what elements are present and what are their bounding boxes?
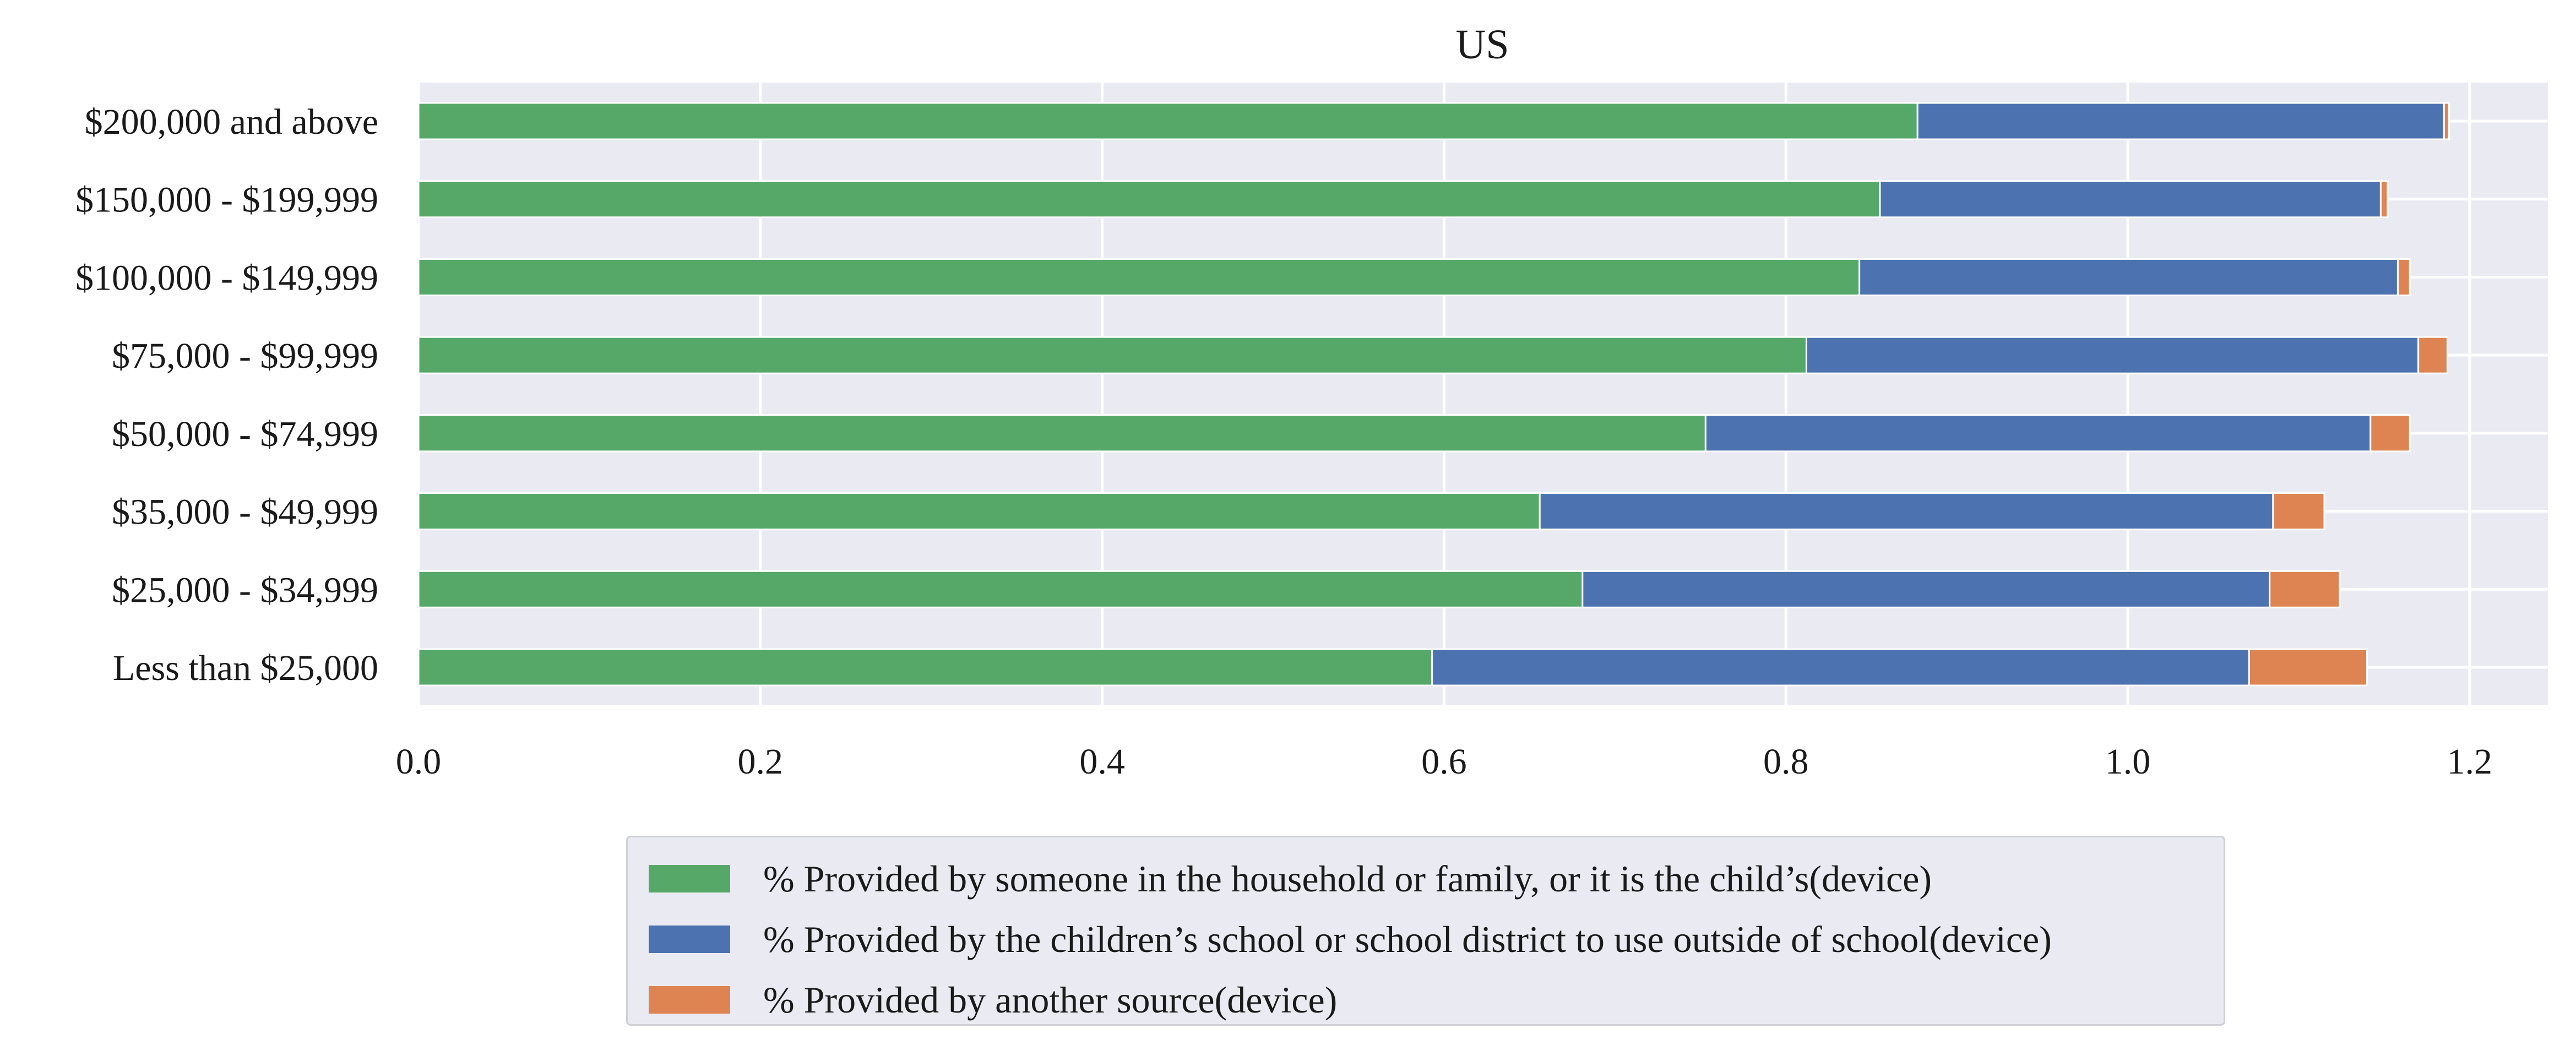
- bar-segment-series-1: [1858, 258, 2399, 296]
- bar-segment-series-2: [2248, 648, 2368, 687]
- x-tick-label: 0.0: [396, 742, 442, 782]
- bar-segment-series-0: [417, 336, 1807, 374]
- bar-segment-series-2: [2417, 336, 2448, 374]
- x-tick-label: 1.0: [2105, 742, 2151, 782]
- bar-segment-series-1: [1805, 336, 2420, 374]
- bar-segment-series-0: [417, 648, 1433, 687]
- bars: [417, 102, 2450, 687]
- bar-segment-series-1: [1582, 570, 2271, 608]
- bar-segment-series-0: [417, 414, 1707, 453]
- x-tick-labels: 0.0 0.2 0.4 0.6 0.8 1.0 1.2: [396, 742, 2492, 782]
- bar-segment-series-1: [1879, 180, 2382, 219]
- legend-swatch-household: [649, 865, 730, 892]
- x-tick-label: 1.2: [2447, 742, 2493, 782]
- y-tick-label: $25,000 - $34,999: [112, 570, 378, 610]
- legend-item-household: % Provided by someone in the household o…: [649, 848, 2224, 909]
- bar-segment-series-2: [2396, 258, 2411, 296]
- bar-segment-series-0: [417, 180, 1881, 219]
- bar-segment-series-0: [417, 102, 1919, 140]
- legend-item-school: % Provided by the children’s school or s…: [649, 909, 2224, 970]
- bar-segment-series-2: [2269, 570, 2341, 608]
- y-tick-label: $100,000 - $149,999: [75, 258, 378, 298]
- bar-segment-series-2: [2379, 180, 2389, 219]
- plot-background: [417, 83, 2548, 705]
- x-tick-label: 0.6: [1421, 742, 1467, 782]
- bar-segment-series-0: [417, 570, 1584, 608]
- bar-segment-series-1: [1431, 648, 2250, 687]
- legend-swatch-school: [649, 926, 730, 953]
- y-tick-label: $150,000 - $199,999: [75, 180, 378, 220]
- legend-label-other: % Provided by another source(device): [763, 978, 1338, 1021]
- legend-item-other: % Provided by another source(device): [649, 970, 2224, 1030]
- bar-segment-series-1: [1539, 492, 2274, 531]
- y-tick-labels: $200,000 and above $150,000 - $199,999 $10…: [75, 102, 378, 688]
- bar-segment-series-0: [417, 258, 1861, 296]
- x-tick-label: 0.4: [1079, 742, 1125, 782]
- x-tick-label: 0.2: [738, 742, 784, 782]
- y-tick-label: $50,000 - $74,999: [112, 414, 378, 454]
- bar-segment-series-1: [1704, 414, 2372, 453]
- bar-segment-series-2: [2272, 492, 2325, 531]
- y-tick-label: $75,000 - $99,999: [112, 336, 378, 376]
- legend: % Provided by someone in the household o…: [626, 836, 2225, 1026]
- bar-segment-series-2: [2370, 414, 2411, 453]
- y-tick-label: $200,000 and above: [85, 102, 378, 142]
- bar-segment-series-1: [1916, 102, 2445, 140]
- x-tick-label: 0.8: [1763, 742, 1809, 782]
- chart-title: US: [1455, 21, 1509, 68]
- y-tick-label: $35,000 - $49,999: [112, 492, 378, 532]
- bar-segment-series-0: [417, 492, 1541, 531]
- legend-label-household: % Provided by someone in the household o…: [763, 857, 1932, 900]
- legend-swatch-other: [649, 986, 730, 1014]
- bar-segment-series-2: [2443, 102, 2450, 140]
- y-tick-label: Less than $25,000: [113, 648, 378, 688]
- legend-label-school: % Provided by the children’s school or s…: [763, 918, 2052, 960]
